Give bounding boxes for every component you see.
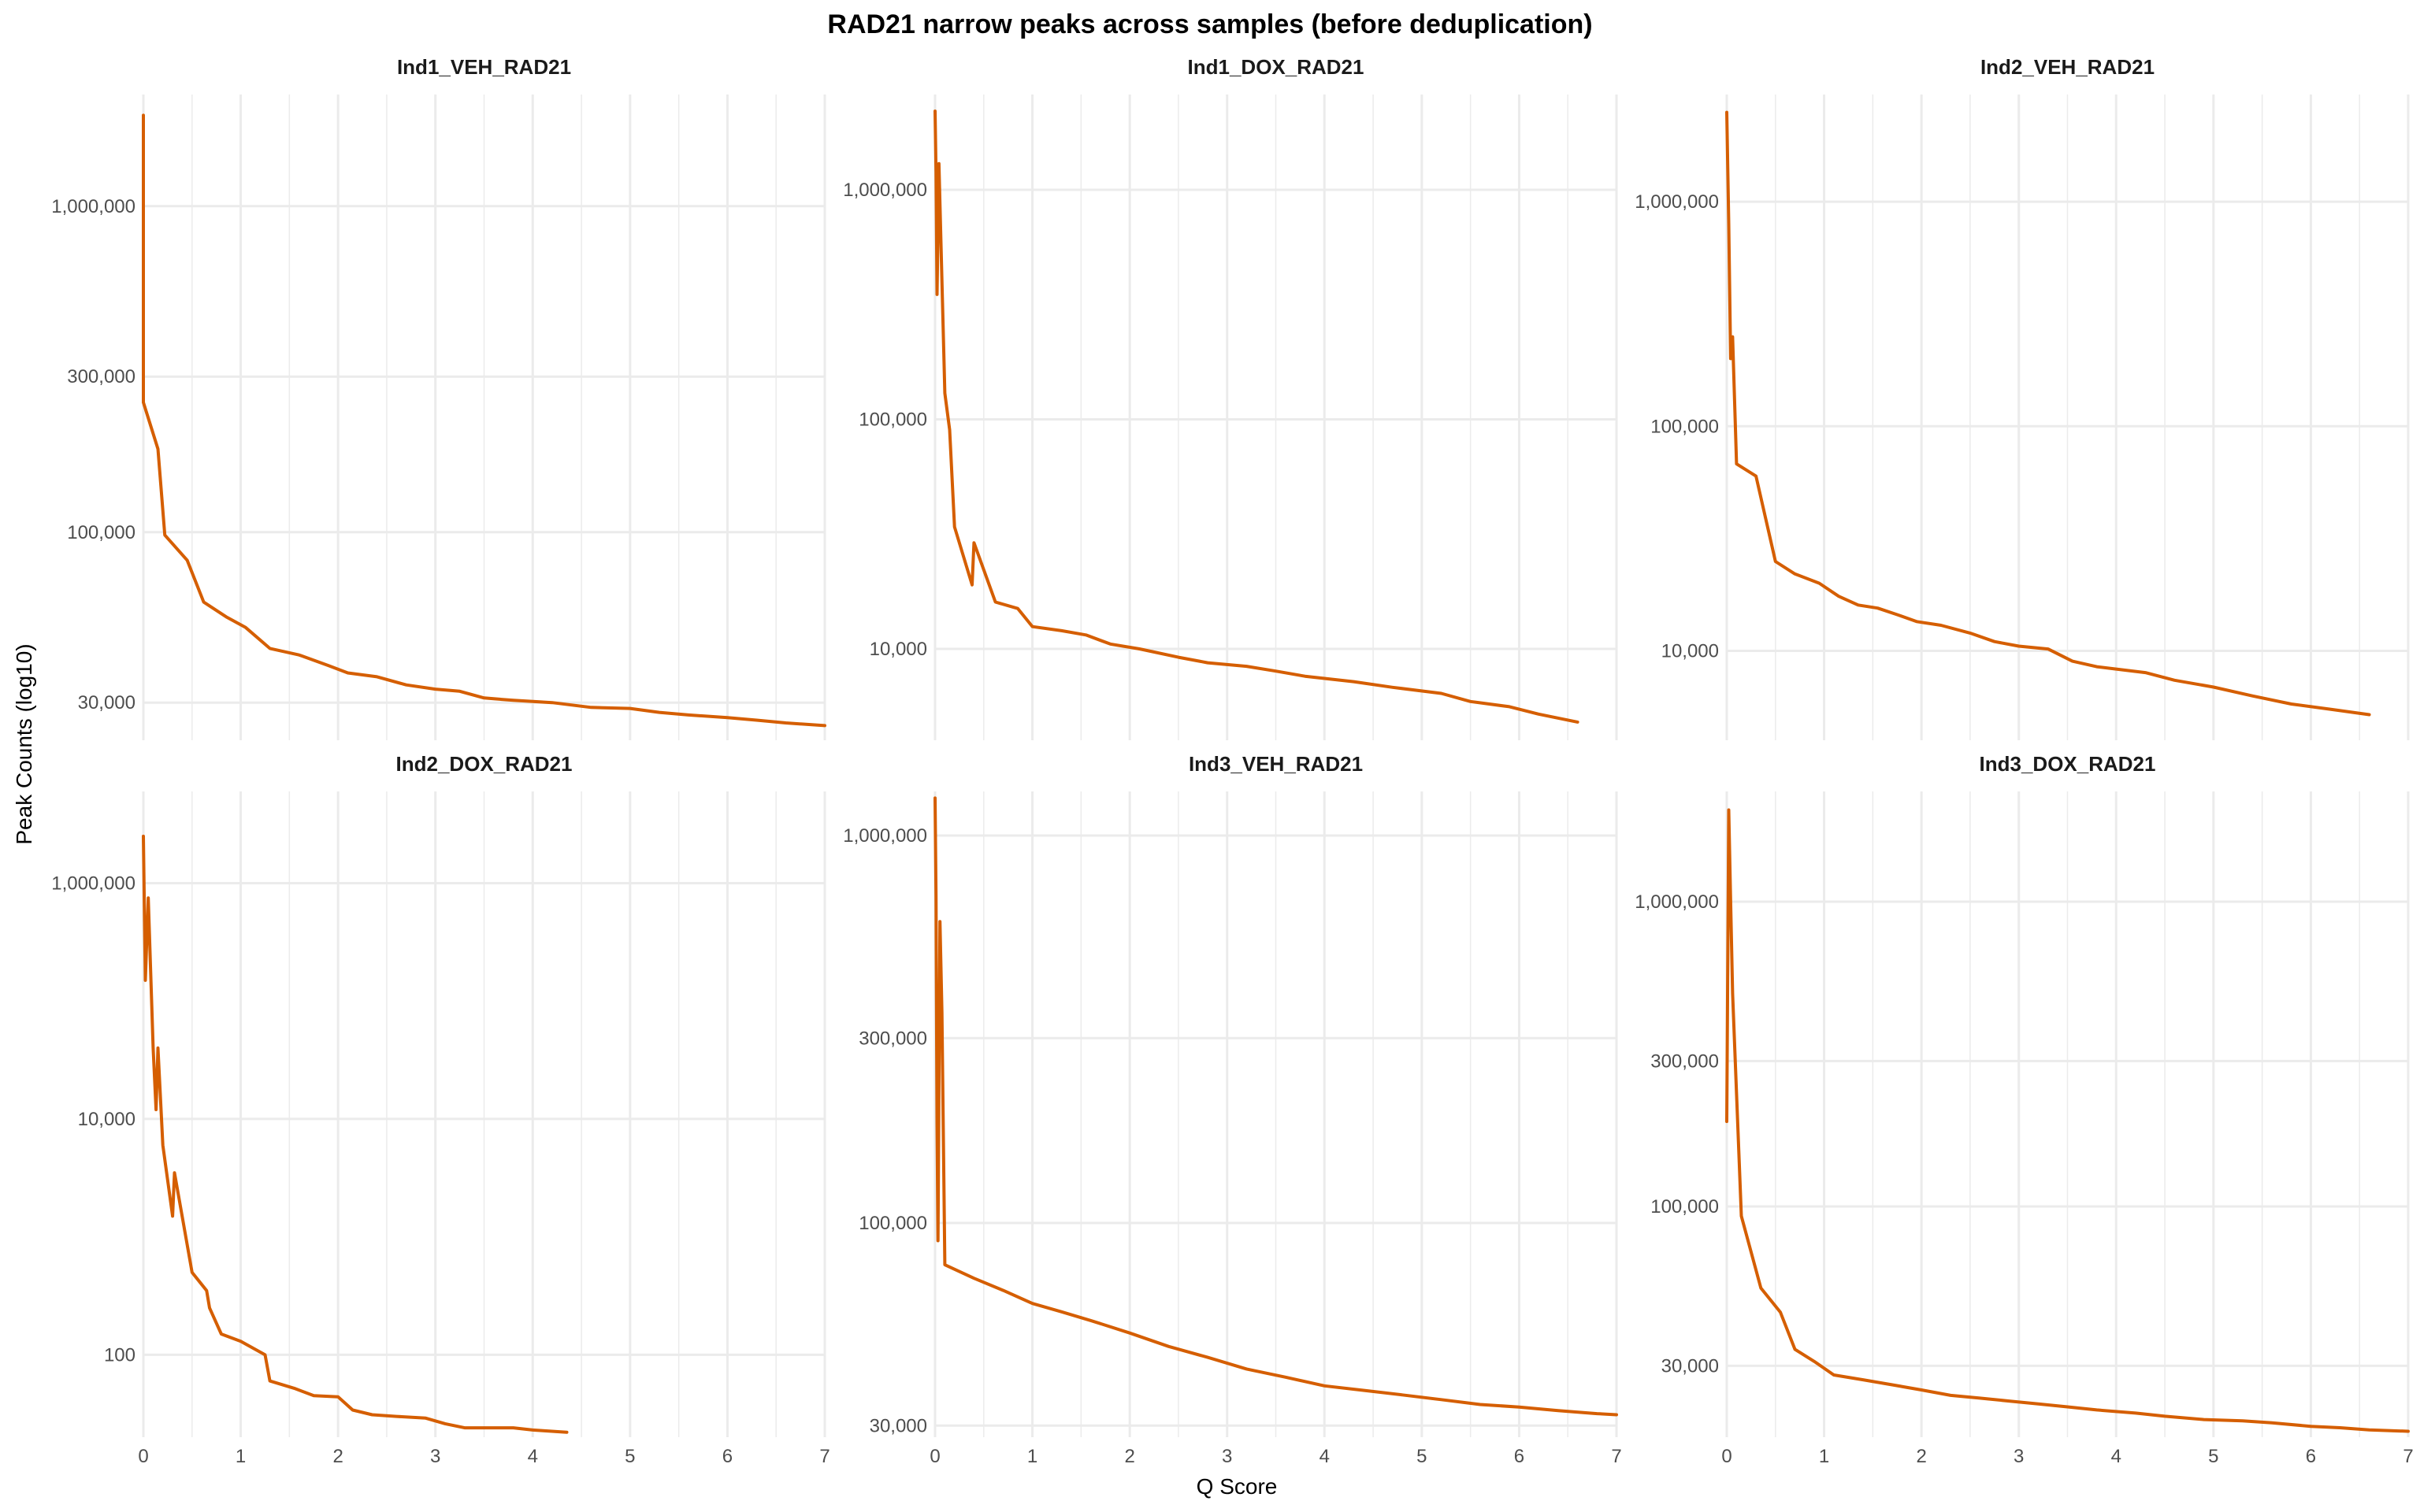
- facet-title: Ind1_VEH_RAD21: [397, 55, 571, 79]
- x-tick-label: 2: [1916, 1446, 1926, 1467]
- y-tick-label: 1,000,000: [51, 873, 135, 894]
- x-tick-label: 1: [1819, 1446, 1829, 1467]
- y-tick-label: 10,000: [870, 639, 927, 660]
- facet-panel: Ind1_VEH_RAD21 30,000 100,000 300,000 1,000,…: [51, 55, 826, 740]
- x-axis-title: Q Score: [1197, 1474, 1278, 1499]
- y-tick-label: 30,000: [1661, 1355, 1719, 1377]
- y-tick-label: 1,000,000: [1635, 191, 1719, 213]
- x-tick-label: 5: [625, 1446, 635, 1467]
- x-tick-label: 3: [430, 1446, 440, 1467]
- y-tick-label: 100,000: [859, 1213, 927, 1234]
- series-line: [142, 113, 826, 728]
- y-tick-label: 100,000: [1650, 416, 1719, 437]
- facet-panel: Ind1_DOX_RAD21 10,000 100,000 1,000,000: [843, 55, 1618, 740]
- x-tick-label: 7: [2403, 1446, 2413, 1467]
- y-tick-label: 1,000,000: [1635, 891, 1719, 913]
- y-tick-label: 300,000: [859, 1028, 927, 1049]
- facet-panels: Ind1_VEH_RAD21 30,000 100,000 300,000 1,000,…: [51, 55, 2413, 1467]
- x-tick-label: 7: [1611, 1446, 1621, 1467]
- facet-title: Ind3_DOX_RAD21: [1980, 752, 2156, 776]
- x-tick-label: 2: [332, 1446, 343, 1467]
- facet-title: Ind2_DOX_RAD21: [396, 752, 573, 776]
- y-tick-label: 10,000: [1661, 641, 1719, 662]
- facet-panel: Ind2_DOX_RAD21 100 10,000 1,000,000 0 1 2 3 4 5 6 7: [51, 752, 830, 1467]
- facet-panel: Ind3_VEH_RAD21 30,000 100,000 300,000 1,000,…: [843, 752, 1621, 1467]
- series-line: [142, 834, 569, 1434]
- x-tick-label: 6: [1514, 1446, 1524, 1467]
- x-tick-label: 5: [2208, 1446, 2218, 1467]
- x-tick-label: 6: [722, 1446, 733, 1467]
- x-tick-label: 4: [528, 1446, 538, 1467]
- y-tick-label: 1,000,000: [843, 825, 927, 847]
- x-tick-label: 2: [1124, 1446, 1134, 1467]
- x-tick-label: 3: [1222, 1446, 1232, 1467]
- x-tick-label: 1: [236, 1446, 246, 1467]
- facet-panel: Ind3_DOX_RAD21 30,000 100,000 300,000 1,000,…: [1635, 752, 2413, 1467]
- y-tick-label: 1,000,000: [843, 180, 927, 201]
- y-tick-label: 300,000: [67, 366, 135, 387]
- y-tick-label: 100,000: [67, 522, 135, 543]
- y-tick-label: 30,000: [870, 1415, 927, 1436]
- figure-title: RAD21 narrow peaks across samples (befor…: [827, 9, 1592, 39]
- facet-title: Ind1_DOX_RAD21: [1188, 55, 1364, 79]
- y-tick-label: 100,000: [859, 409, 927, 430]
- y-tick-label: 300,000: [1650, 1051, 1719, 1072]
- x-tick-label: 6: [2306, 1446, 2316, 1467]
- facet-title: Ind3_VEH_RAD21: [1189, 752, 1363, 776]
- x-tick-label: 0: [138, 1446, 148, 1467]
- series-line: [1725, 110, 2371, 717]
- x-tick-label: 3: [2014, 1446, 2024, 1467]
- y-tick-label: 10,000: [78, 1109, 135, 1130]
- x-tick-label: 4: [2111, 1446, 2121, 1467]
- y-tick-label: 30,000: [78, 692, 135, 713]
- series-line: [933, 109, 1579, 724]
- x-tick-label: 4: [1319, 1446, 1330, 1467]
- y-tick-label: 1,000,000: [51, 196, 135, 217]
- facet-panel: Ind2_VEH_RAD21 10,000 100,000 1,000,000: [1635, 55, 2410, 740]
- series-line: [1725, 808, 2410, 1433]
- x-tick-label: 1: [1027, 1446, 1037, 1467]
- x-tick-label: 7: [819, 1446, 830, 1467]
- x-tick-label: 0: [930, 1446, 940, 1467]
- y-axis-title: Peak Counts (log10): [12, 643, 36, 844]
- x-tick-label: 5: [1416, 1446, 1427, 1467]
- y-tick-label: 100: [104, 1344, 135, 1366]
- x-tick-label: 0: [1721, 1446, 1731, 1467]
- series-line: [933, 796, 1618, 1417]
- y-tick-label: 100,000: [1650, 1196, 1719, 1217]
- facet-title: Ind2_VEH_RAD21: [1980, 55, 2155, 79]
